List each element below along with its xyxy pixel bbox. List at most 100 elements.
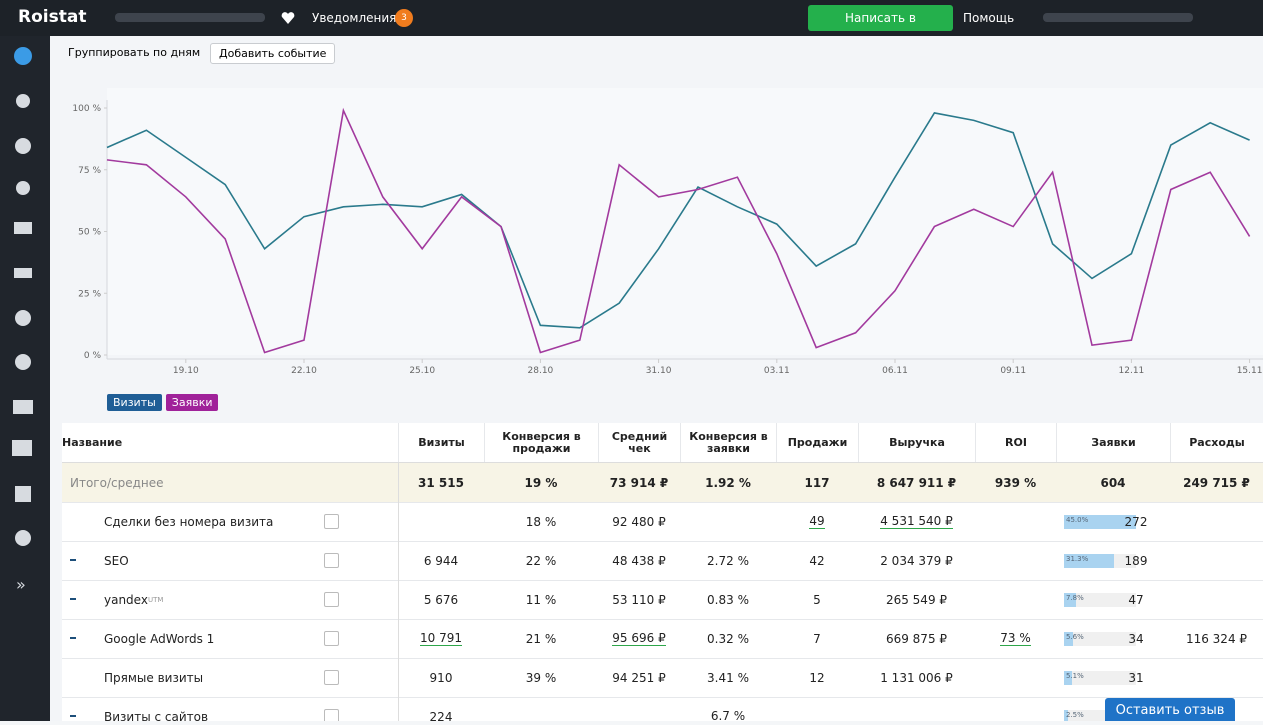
cell-text: 18 %: [525, 514, 557, 529]
notifications[interactable]: Уведомления: [312, 11, 397, 25]
leads-share: 5.6%: [1066, 633, 1084, 641]
cell-value: 0.83 %: [680, 580, 776, 619]
leads-bar: [1064, 593, 1077, 607]
row-name: yandex UTM: [104, 592, 164, 607]
table: Название Визиты Конверсия в продажи Средний…: [62, 423, 1263, 721]
x-tick-label: 09.11: [1000, 366, 1026, 376]
cell-value: 265 549 ₽: [858, 580, 975, 619]
x-tick-label: 19.10: [173, 366, 199, 376]
cell-value: 939 %: [975, 463, 1056, 502]
expand: [70, 715, 76, 717]
support-button[interactable]: Написать в поддержку: [808, 5, 953, 51]
cell-value: 34: [1128, 631, 1144, 646]
leads-share: 45.0%: [1066, 516, 1089, 524]
cell-text: 39 %: [525, 670, 557, 685]
cell-text: 21 %: [525, 631, 557, 646]
cell-value: 910: [398, 658, 484, 697]
cell-value: 5 676: [398, 580, 484, 619]
cell-text: 0.83 %: [707, 592, 749, 607]
row-name: Визиты с сайтов: [104, 709, 209, 722]
add-event[interactable]: Добавить событие: [210, 43, 336, 64]
cell-value: 48 438 ₽: [598, 541, 680, 580]
x-tick-label: 15.11: [1237, 366, 1263, 376]
group-by[interactable]: Группировать по дням: [68, 46, 201, 59]
cell-text: 7: [813, 631, 821, 646]
row-name: Прямые визиты: [104, 670, 204, 685]
table-row: yandex UTM 5 676 11 % 53 110 ₽ 0.83 % 5 265 549…: [62, 580, 1263, 620]
expand: [70, 559, 76, 561]
cell-value: 31 515: [398, 463, 484, 502]
divider: [398, 619, 399, 658]
cell-text: 265 549 ₽: [885, 592, 948, 607]
leads-bar-track: [1064, 632, 1136, 646]
cell-text: 94 251 ₽: [612, 670, 666, 685]
cell-value: 39 %: [484, 658, 598, 697]
divider: [398, 697, 399, 721]
x-tick-label: 12.11: [1119, 366, 1145, 376]
cell-text: 3.41 %: [707, 670, 749, 685]
column-header: Заявки: [1056, 423, 1170, 462]
cell-text: 73 %: [1000, 631, 1031, 646]
legend-item: Заявки: [165, 394, 219, 411]
cell-text: 1 131 006 ₽: [880, 670, 953, 685]
cell-text: 95 696 ₽: [612, 631, 666, 646]
leads-bar-track: [1064, 593, 1136, 607]
cell-value: 5: [776, 580, 858, 619]
logo[interactable]: Roistat: [18, 7, 87, 27]
divider: [398, 658, 399, 697]
row-name: Сделки без номера визита: [104, 514, 274, 529]
column-header: Название: [62, 435, 123, 449]
cell-value: 47: [1128, 592, 1144, 607]
cell-text: 0.32 %: [707, 631, 749, 646]
expand: [70, 598, 76, 600]
cell-value: 42: [776, 541, 858, 580]
cell-text: 49: [809, 514, 825, 529]
cell-value: 0.32 %: [680, 619, 776, 658]
cell-value: 1.92 %: [680, 463, 776, 502]
cell-text: 92 480 ₽: [612, 514, 666, 529]
cell-value: 92 480 ₽: [598, 502, 680, 541]
column-header: Расходы: [1170, 423, 1263, 462]
leads-bar: [1064, 632, 1073, 646]
feedback-button[interactable]: Оставить отзыв: [1105, 698, 1235, 721]
cell-text: 42: [809, 553, 825, 568]
x-tick-label: 03.11: [764, 366, 790, 376]
cell-value: 2 034 379 ₽: [858, 541, 975, 580]
cell-value: 22 %: [484, 541, 598, 580]
x-tick-label: 31.10: [646, 366, 672, 376]
cell-text: 48 438 ₽: [612, 553, 666, 568]
leads-bar: [1064, 554, 1115, 568]
chart: 0 % 25 % 50 % 75 % 100 % 19.10 22.10 25.10 28.10…: [72, 88, 1263, 376]
row-name: SEO: [104, 553, 129, 568]
cell-value: 3.41 %: [680, 658, 776, 697]
cell-text: 31 515: [418, 475, 464, 490]
checkbox: [324, 514, 339, 529]
table-row: Google AdWords 1 10 791 21 % 95 696 ₽ 0.32 %…: [62, 619, 1263, 659]
x-tick-label: 22.10: [291, 366, 317, 376]
leads-share: 7.8%: [1066, 594, 1084, 602]
leads-bar: [1064, 671, 1073, 685]
badge: 3: [395, 9, 413, 27]
divider: [398, 541, 399, 580]
checkbox: [324, 631, 339, 646]
cell-text: 1.92 %: [705, 475, 751, 490]
x-tick-label: 06.11: [882, 366, 908, 376]
legend: Визиты Заявки: [107, 394, 219, 411]
cell-value: 8 647 911 ₽: [858, 463, 975, 502]
cell-text: 8 647 911 ₽: [876, 475, 957, 490]
y-tick-label: 75 %: [78, 166, 101, 176]
cell-value: 6.7 %: [680, 697, 776, 721]
cell-value: 7: [776, 619, 858, 658]
cell-text: 604: [1100, 475, 1126, 490]
checkbox: [324, 670, 339, 685]
table-row: Визиты с сайтов 224 6.7 % 2.5%: [62, 697, 1263, 721]
expand: [70, 637, 76, 639]
column-header: Визиты: [398, 423, 484, 462]
cell-value: 272: [1124, 514, 1148, 529]
help[interactable]: Помощь: [963, 11, 1015, 25]
sidebar: »: [0, 36, 50, 721]
leads-bar-track: [1064, 710, 1136, 721]
table-row: Прямые визиты 910 39 % 94 251 ₽ 3.41 % 12 1 13…: [62, 658, 1263, 698]
row-name: Google AdWords 1: [104, 631, 215, 646]
